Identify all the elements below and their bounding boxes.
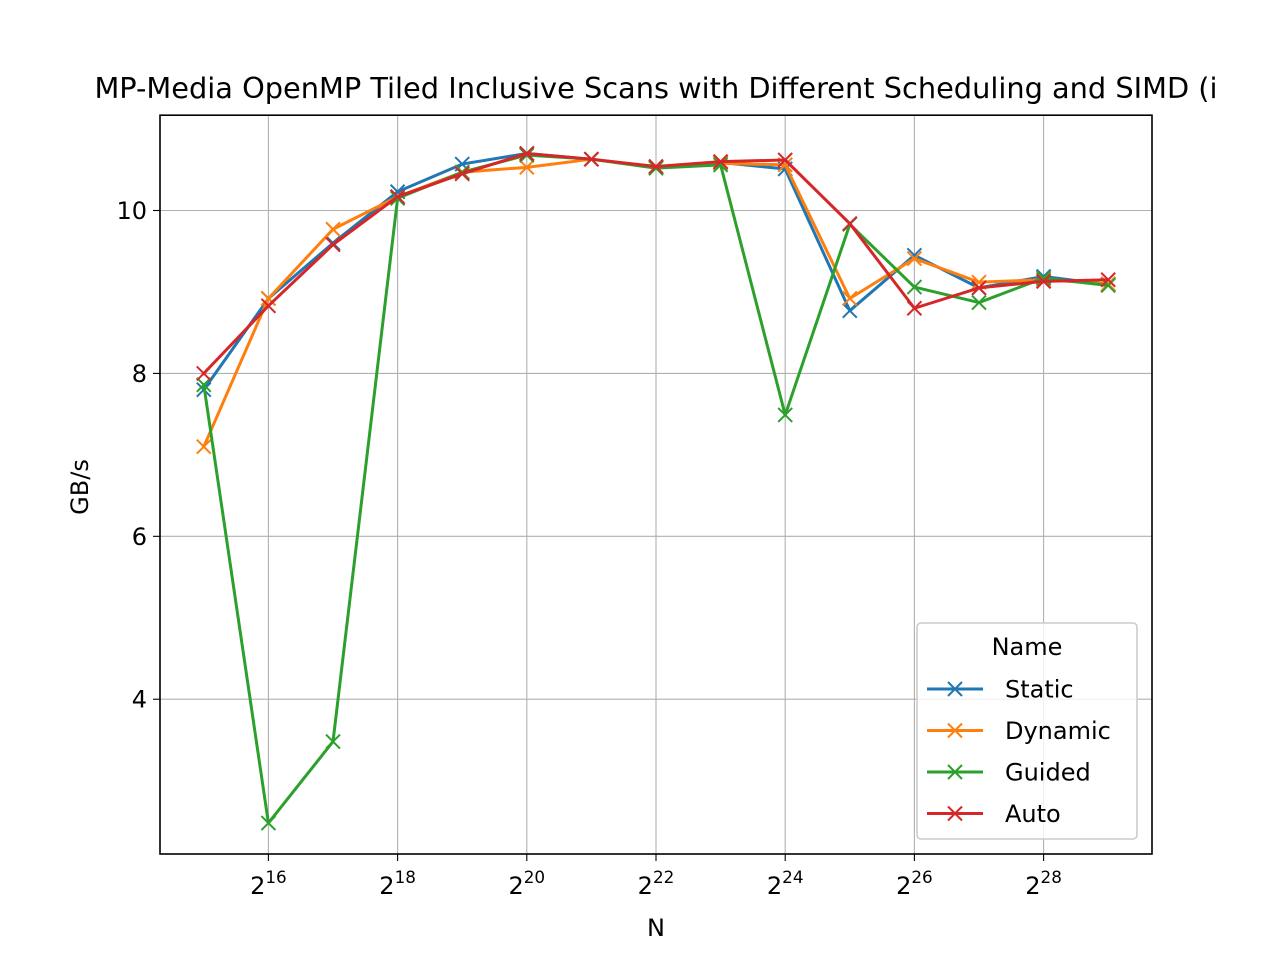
data-point-dynamic [1035,272,1052,288]
series-auto [196,145,1116,382]
data-point-dynamic [906,250,923,267]
legend: Name Static Dynamic Guided Auto [916,622,1138,840]
legend-entry-guided: Guided [927,759,1091,787]
data-point-dynamic [196,439,212,455]
data-point-guided [648,160,664,176]
data-point-auto [1035,273,1052,290]
data-point-dynamic [325,221,341,237]
data-point-dynamic [519,159,535,176]
grid [160,115,1152,854]
data-point-auto [260,298,277,314]
data-point-dynamic [712,155,729,171]
x-tick-label: 218 [379,867,416,900]
data-point-auto [583,151,600,167]
data-point-guided [260,815,277,831]
data-point-guided [777,407,793,423]
y-tick-label: 8 [132,360,147,388]
data-point-auto [648,158,664,175]
data-point-auto [389,188,406,205]
y-tick-label: 10 [116,197,147,225]
legend-label: Static [1005,676,1074,704]
legend-box [916,622,1138,840]
legend-entry-static: Static [927,676,1074,704]
series-layer [196,145,1116,831]
legend-label: Auto [1005,800,1061,828]
data-point-auto [777,152,793,168]
x-tick-label: 228 [1025,867,1062,900]
data-point-guided [196,377,212,393]
legend-label: Dynamic [1005,717,1111,745]
y-axis: 4 6 8 10 [116,197,160,714]
legend-title: Name [992,633,1063,661]
data-point-guided [971,294,987,311]
data-point-guided [325,733,341,750]
legend-marker [947,722,963,739]
y-tick-label: 6 [132,523,147,551]
data-point-auto [712,153,729,170]
data-point-auto [842,215,858,232]
data-point-guided [519,147,535,163]
x-tick-label: 226 [896,867,933,900]
x-axis-label: N [647,914,665,942]
data-point-static [842,302,858,319]
data-point-auto [971,280,987,296]
x-tick-label: 222 [638,867,675,900]
data-point-auto [454,166,470,182]
data-point-auto [906,300,923,316]
legend-label: Guided [1005,759,1091,787]
legend-marker [947,764,963,780]
data-point-guided [906,279,923,295]
legend-marker [947,681,963,697]
x-tick-label: 224 [767,867,804,900]
y-axis-label: GB/s [66,459,94,515]
x-tick-label: 220 [508,867,545,900]
x-tick-label: 216 [250,867,287,900]
data-point-auto [1100,272,1116,288]
chart-title: MP-Media OpenMP Tiled Inclusive Scans wi… [94,71,1217,105]
x-axis: 216 218 220 222 224 226 228 [250,854,1062,900]
legend-entry-auto: Auto [927,800,1061,828]
data-point-dynamic [842,290,858,307]
legend-entry-dynamic: Dynamic [927,717,1111,745]
data-point-auto [196,365,212,382]
data-point-auto [325,237,341,253]
y-tick-label: 4 [132,686,147,714]
data-point-auto [519,145,535,162]
legend-marker [947,805,963,822]
